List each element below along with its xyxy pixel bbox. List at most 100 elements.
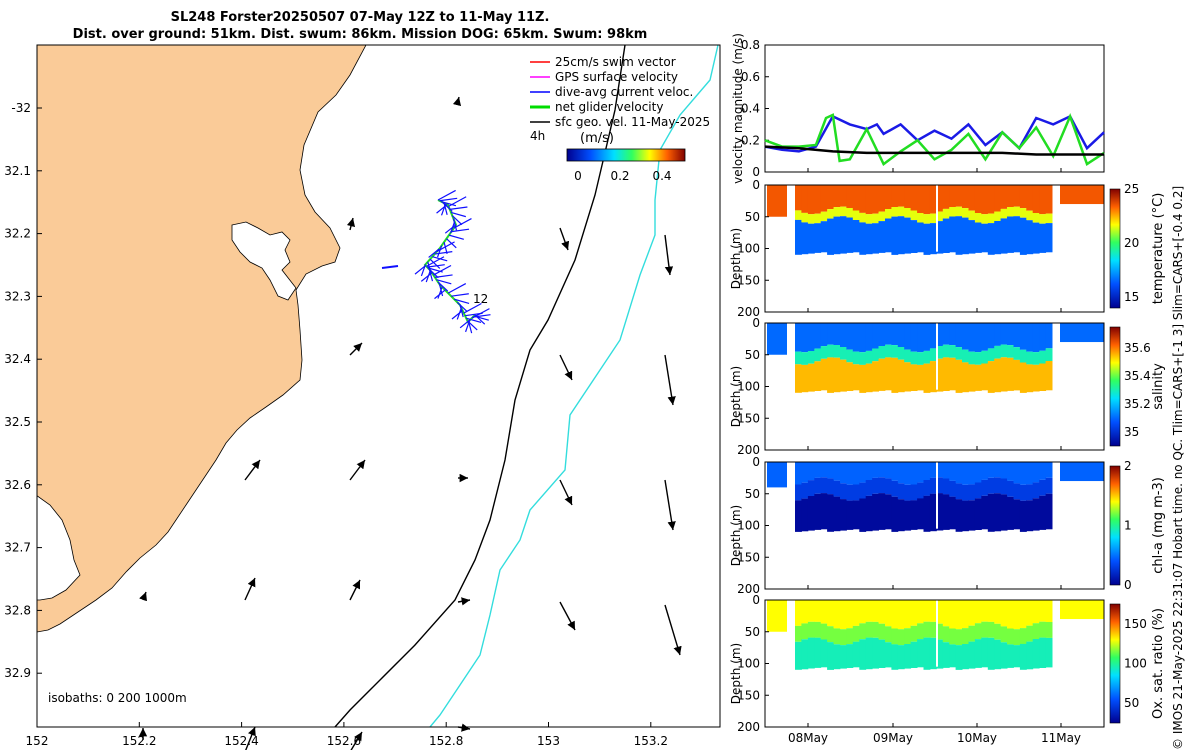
heatmap-cell [833,207,841,217]
heatmap-cell [1019,500,1027,532]
heatmap-y-tick-label: 200 [737,720,760,734]
heatmap-cell [1013,462,1021,484]
heatmap-cell [1026,220,1034,255]
heatmap-cell [910,484,918,501]
heatmap-cell [910,351,918,365]
heatmap-cell [807,363,815,392]
heatmap-cell [1026,500,1034,532]
heatmap-cell [801,623,809,640]
heatmap-cell [820,639,828,668]
heatmap-cell [936,211,944,222]
heatmap-cell [1013,600,1021,630]
heatmap-cell [955,347,963,360]
heatmap-cell [865,363,873,393]
heatmap-cell [974,323,982,353]
heatmap-cell [1007,480,1014,497]
heatmap-cell [1045,323,1053,349]
heatmap-y-tick-label: 200 [737,582,760,596]
heatmap-cell [795,351,802,365]
geo-arrow [349,342,363,356]
heatmap-cell [1032,482,1040,499]
velocity-y-tick-label: 0.4 [741,102,760,116]
heatmap-cell [962,362,969,393]
heatmap-cell [885,323,892,345]
current-vector [429,258,441,269]
speed-colorbar [566,148,686,162]
heatmap-cell [955,499,963,532]
geo-arrow [457,597,471,606]
heatmap-cell [801,222,809,255]
heatmap-cell [891,600,899,629]
heatmap-cell [1032,213,1040,223]
heatmap-colorbar [1109,465,1121,586]
current-vector [463,302,482,314]
heatmap-cell [929,361,937,393]
heatmap-cell [994,639,1002,670]
heatmap-cell [820,185,828,212]
heatmap-cell [974,364,982,391]
heatmap-cell [891,185,899,207]
heatmap-cell [801,482,809,499]
heatmap-cell [936,323,944,346]
heatmap-colorbar [1109,188,1121,309]
heatmap-cell [1007,345,1014,358]
heatmap-cell [833,323,841,345]
heatmap-cell [859,639,867,670]
current-vector [436,241,455,252]
heatmap-cell [872,223,879,254]
geo-arrow [559,227,570,251]
heatmap-cell [917,352,924,365]
heatmap-cell [936,185,944,212]
heatmap-cell [910,641,918,668]
current-vector [444,224,457,234]
heatmap-cell [878,623,886,640]
heatmap-cell [1000,600,1008,627]
heatmap-cell [795,323,802,352]
heatmap-cell [820,623,828,640]
heatmap-cell [929,223,937,255]
heatmap-cell [987,600,995,622]
heatmap-cell [885,478,892,495]
map-y-tick-label: 32.8 [4,603,31,617]
isobath-200 [334,45,626,727]
title-line-2: Dist. over ground: 51km. Dist. swum: 86k… [72,27,648,42]
map-y-tick-label: 32.9 [4,666,31,680]
heatmap-cell [929,600,937,622]
heatmap-cell [872,361,879,392]
heatmap-cell [846,484,854,501]
heatmap-cell [949,345,957,358]
heatmap-cell [929,621,937,638]
heatmap-cell [987,462,995,478]
colorbar-tick-label: 0.2 [610,169,629,183]
heatmap-cell [955,185,963,207]
heatmap-cell [897,216,905,255]
heatmap-cell [910,210,918,220]
isobaths-label: isobaths: 0 200 1000m [48,691,187,705]
heatmap-cell [1032,462,1040,483]
heatmap-y-tick-label: 50 [745,348,760,362]
heatmap-cell [987,637,995,670]
heatmap-cell [846,323,854,350]
geo-arrow [349,459,366,481]
heatmap-cell [865,600,873,622]
heatmap-cell [1019,628,1027,644]
heatmap-cell [1013,499,1021,530]
colorbar-label: chl-a (mg m-3) [1151,477,1166,574]
velocity-y-tick-label: 0.6 [741,70,760,84]
heatmap-cell [1000,478,1008,495]
heatmap-y-tick-label: 0 [752,455,760,469]
colorbar-tick-label: 0 [574,169,582,183]
heatmap-cell [994,493,1002,532]
heatmap-cell [917,462,924,483]
heatmap-cell [917,600,924,624]
heatmap-cell [981,637,989,668]
geo-arrow [139,591,147,602]
legend-label: dive-avg current veloc. [555,85,693,99]
heatmap-cell [904,500,912,531]
heatmap-cell [1039,621,1047,638]
heatmap-cell [827,357,834,393]
heatmap-cell [833,216,841,255]
heatmap-cell [846,644,854,668]
heatmap-cell [807,323,815,351]
heatmap-cell [807,480,815,496]
